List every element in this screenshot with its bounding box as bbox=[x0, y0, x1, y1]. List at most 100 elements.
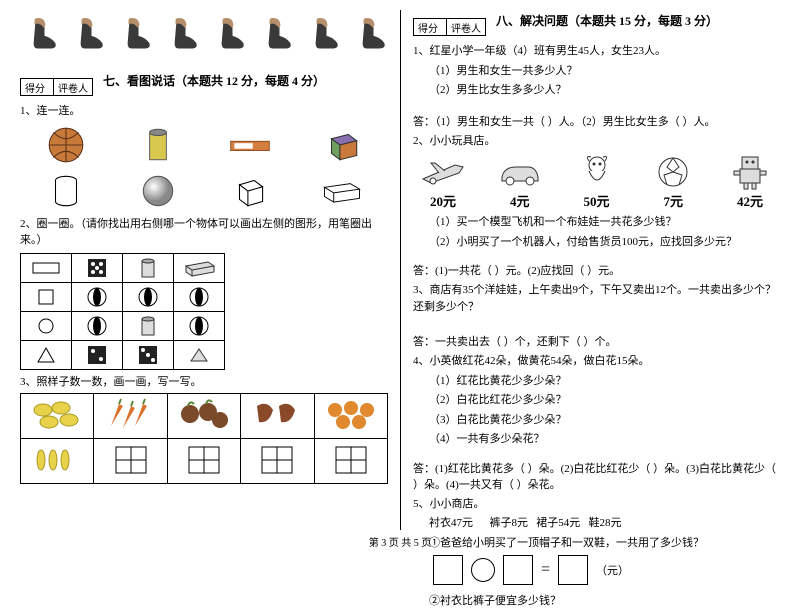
match-row-top bbox=[20, 124, 388, 166]
grid-box bbox=[167, 439, 240, 484]
q7-1: 1、连一连。 bbox=[20, 103, 388, 120]
oranges-icon bbox=[314, 394, 387, 439]
toy-price: 7元 bbox=[643, 191, 703, 210]
can-small-icon bbox=[123, 311, 174, 340]
score-box: 得分 评卷人 bbox=[20, 78, 93, 96]
q7-2: 2、圈一圈。（请你找出用右侧哪一个物体可以画出左侧的图形，用笔圈出来。） bbox=[20, 216, 388, 249]
eq-box bbox=[558, 555, 588, 585]
eq-circle bbox=[471, 558, 495, 582]
lens-icon bbox=[174, 311, 225, 340]
q8-5-1: ①爸爸给小明买了一顶帽子和一双鞋，一共用了多少钱？ bbox=[429, 535, 780, 552]
right-column: 得分 评卷人 八、解决问题（本题共 15 分，每题 3 分） 1、红星小学一年级… bbox=[400, 10, 780, 530]
q8-3: 3、商店有35个洋娃娃，上午卖出9个，下午又卖出12个。一共卖出多少个？还剩多少… bbox=[413, 282, 780, 315]
grid-box bbox=[314, 439, 387, 484]
q8-4: 4、小英做红花42朵，做黄花54朵，做白花15朵。 bbox=[413, 353, 780, 370]
peppers-icon bbox=[241, 394, 314, 439]
boot-icon bbox=[312, 16, 341, 52]
section-8-header: 得分 评卷人 八、解决问题（本题共 15 分，每题 3 分） bbox=[413, 10, 780, 40]
toy-ball: 7元 bbox=[643, 153, 703, 210]
q8-2-2: （2）小明买了一个机器人，付给售货员100元，应找回多少元？ bbox=[429, 234, 780, 251]
boot-icon bbox=[124, 16, 153, 52]
q8-5: 5、小小商店。 bbox=[413, 496, 780, 513]
q8-1-2: （2）男生比女生多多少人？ bbox=[429, 82, 780, 99]
boot-icon bbox=[30, 16, 59, 52]
rubiks-cube-icon bbox=[319, 124, 365, 166]
toy-price: 20元 bbox=[413, 191, 473, 210]
score-box: 得分 评卷人 bbox=[413, 18, 486, 36]
q8-1: 1、红星小学一年级（4）班有男生45人，女生23人。 bbox=[413, 43, 780, 60]
toy-car: 4元 bbox=[490, 153, 550, 210]
q8-2-1: （1）买一个模型飞机和一个布娃娃一共花多少钱？ bbox=[429, 214, 780, 231]
lens-icon bbox=[72, 311, 123, 340]
eq-equals: = bbox=[541, 561, 550, 579]
q8-1-ans: 答：（1）男生和女生一共（ ）人。（2）男生比女生多（ ）人。 bbox=[413, 113, 780, 129]
lens-icon bbox=[174, 282, 225, 311]
can-small-icon bbox=[123, 253, 174, 282]
grader-label: 评卷人 bbox=[54, 78, 93, 96]
grid-box bbox=[94, 439, 167, 484]
toy-doll: 50元 bbox=[567, 153, 627, 210]
section-8-title: 八、解决问题（本题共 15 分，每题 3 分） bbox=[496, 12, 718, 29]
veggies-icon bbox=[167, 394, 240, 439]
q8-4-1: （1）红花比黄花少多少朵？ bbox=[429, 373, 780, 390]
lens-icon bbox=[123, 282, 174, 311]
box-icon bbox=[174, 253, 225, 282]
q8-2: 2、小小玩具店。 bbox=[413, 133, 780, 150]
eq-unit: （元） bbox=[596, 562, 629, 578]
boot-icon bbox=[77, 16, 106, 52]
q8-4-ans: 答：(1)红花比黄花多（ ）朵。(2)白花比红花少（ ）朵。(3)白花比黄花少（… bbox=[413, 460, 780, 492]
q8-4-4: （4）一共有多少朵花？ bbox=[429, 431, 780, 448]
boot-icon bbox=[218, 16, 247, 52]
left-column: 得分 评卷人 七、看图说话（本题共 12 分，每题 4 分） 1、连一连。 2、… bbox=[20, 10, 400, 530]
candy-bar-icon bbox=[227, 124, 273, 166]
lens-icon bbox=[72, 282, 123, 311]
boot-icon bbox=[265, 16, 294, 52]
match-row-bottom bbox=[20, 170, 388, 212]
boot-icon bbox=[171, 16, 200, 52]
prism-icon bbox=[174, 340, 225, 369]
eq-box bbox=[503, 555, 533, 585]
boots-row bbox=[20, 10, 388, 70]
q8-4-2: （2）白花比红花少多少朵？ bbox=[429, 392, 780, 409]
shape-triangle bbox=[21, 340, 72, 369]
seeds-icon bbox=[21, 439, 94, 484]
toy-price: 42元 bbox=[720, 191, 780, 210]
q8-3-ans: 答：一共卖出去（ ）个，还剩下（ ）个。 bbox=[413, 333, 780, 349]
q8-4-3: （3）白花比黄花少多少朵？ bbox=[429, 412, 780, 429]
q8-2-ans: 答：(1)一共花（ ）元。(2)应找回（ ）元。 bbox=[413, 262, 780, 278]
shape-square bbox=[21, 282, 72, 311]
page: 得分 评卷人 七、看图说话（本题共 12 分，每题 4 分） 1、连一连。 2、… bbox=[0, 0, 800, 530]
q8-5-prices: 衬衣47元 裤子8元 裙子54元 鞋28元 bbox=[429, 515, 780, 532]
section-7-header: 得分 评卷人 七、看图说话（本题共 12 分，每题 4 分） bbox=[20, 70, 388, 100]
dice-icon bbox=[72, 253, 123, 282]
basketball-icon bbox=[43, 124, 89, 166]
cylinder-icon bbox=[43, 170, 89, 212]
grid-box bbox=[241, 439, 314, 484]
toy-price: 50元 bbox=[567, 191, 627, 210]
q8-5-2: ②衬衣比裤子便宜多少钱？ bbox=[429, 593, 780, 610]
trace-table bbox=[20, 253, 225, 370]
toy-row: 20元 4元 50元 7元 42元 bbox=[413, 153, 780, 210]
eq-box bbox=[433, 555, 463, 585]
grader-label: 评卷人 bbox=[447, 18, 486, 36]
dice3-icon bbox=[123, 340, 174, 369]
q7-3: 3、照样子数一数，画一画，写一写。 bbox=[20, 374, 388, 391]
score-label: 得分 bbox=[413, 18, 447, 36]
carrots-icon bbox=[94, 394, 167, 439]
toy-robot: 42元 bbox=[720, 153, 780, 210]
toy-price: 4元 bbox=[490, 191, 550, 210]
equation-row: = （元） bbox=[433, 555, 780, 585]
q8-1-1: （1）男生和女生一共多少人？ bbox=[429, 63, 780, 80]
cuboid-icon bbox=[319, 170, 365, 212]
shape-circle bbox=[21, 311, 72, 340]
count-table bbox=[20, 393, 388, 484]
toy-plane: 20元 bbox=[413, 153, 473, 210]
score-label: 得分 bbox=[20, 78, 54, 96]
lemons-icon bbox=[21, 394, 94, 439]
sphere-icon bbox=[135, 170, 181, 212]
boot-icon bbox=[359, 16, 388, 52]
section-7-title: 七、看图说话（本题共 12 分，每题 4 分） bbox=[103, 72, 325, 89]
dice2-icon bbox=[72, 340, 123, 369]
can-icon bbox=[135, 124, 181, 166]
cube-icon bbox=[227, 170, 273, 212]
